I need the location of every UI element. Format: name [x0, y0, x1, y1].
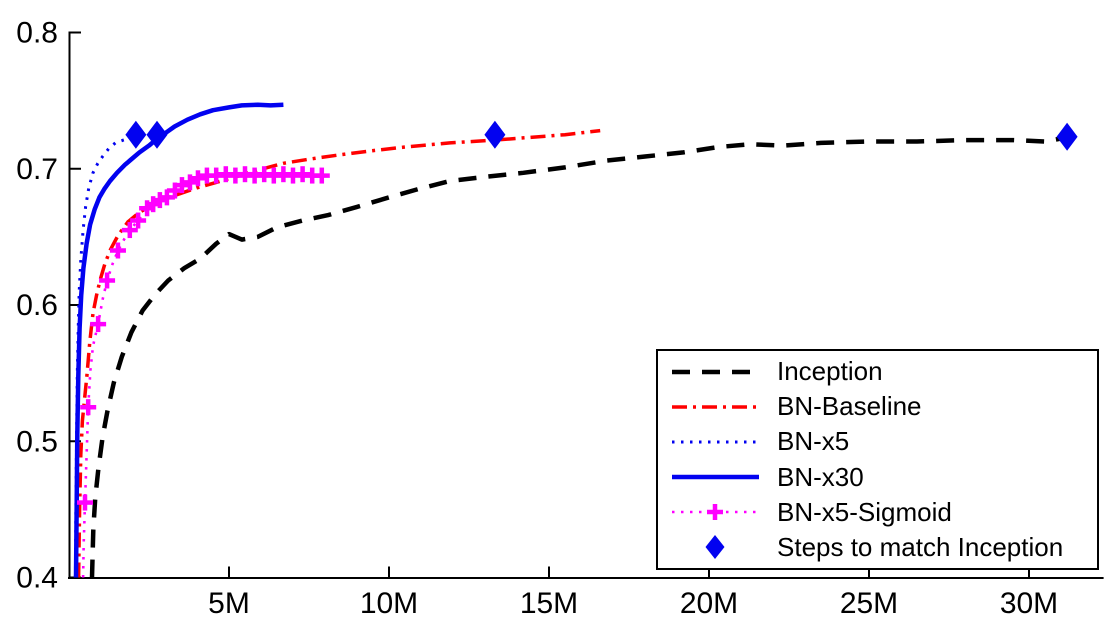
legend-item-bn-baseline: BN-Baseline: [664, 390, 1097, 424]
legend: Inception BN-Baseline BN-x5 BN-x30 BN-x5…: [656, 349, 1099, 570]
legend-item-bn-x5: BN-x5: [664, 425, 1097, 459]
x-tick-label: 15M: [520, 587, 578, 620]
series-bn-baseline: [76, 128, 601, 578]
x-tick-label: 10M: [360, 587, 418, 620]
y-tick-label: 0.5: [16, 425, 58, 458]
y-tick-label: 0.8: [16, 17, 58, 50]
legend-label-inception: Inception: [777, 356, 883, 387]
series-bn-x5-sigmoid: [77, 166, 330, 578]
legend-item-steps-to-match: Steps to match Inception: [664, 530, 1097, 564]
legend-label-bn-baseline: BN-Baseline: [777, 391, 922, 422]
series-bn-x30: [73, 102, 284, 578]
series-steps-to-match-inception: [125, 120, 1078, 151]
legend-label-steps-to-match: Steps to match Inception: [777, 531, 1064, 562]
legend-sample-dotted-plus-line-icon: [672, 504, 759, 521]
x-tick-label: 30M: [1000, 587, 1058, 620]
legend-sample-dashdot-line-icon: [672, 404, 759, 409]
legend-sample-dotted-line-icon: [672, 440, 759, 444]
legend-sample-dashed-line-icon: [672, 369, 759, 374]
x-tick-label: 20M: [680, 587, 738, 620]
legend-sample-solid-line-icon: [672, 474, 759, 480]
y-tick-label: 0.6: [16, 289, 58, 322]
legend-item-bn-x5-sigmoid: BN-x5-Sigmoid: [664, 495, 1097, 529]
legend-item-inception: Inception: [664, 355, 1097, 389]
legend-item-bn-x30: BN-x30: [664, 460, 1097, 494]
axes: 0.4 0.5 0.6 0.7 0.8 5M 10M 15M 20M 25M 30M: [16, 17, 1104, 620]
legend-label-bn-x5-sigmoid: BN-x5-Sigmoid: [777, 496, 952, 527]
legend-label-bn-x30: BN-x30: [777, 461, 864, 492]
y-tick-label: 0.7: [16, 153, 58, 186]
series-inception: [89, 135, 1068, 578]
x-tick-label: 5M: [208, 587, 250, 620]
series-bn-x5: [73, 135, 139, 578]
y-tick-label: 0.4: [16, 562, 58, 595]
x-tick-label: 25M: [840, 587, 898, 620]
legend-sample-diamond-marker-icon: [705, 535, 725, 560]
legend-label-bn-x5: BN-x5: [777, 426, 850, 457]
